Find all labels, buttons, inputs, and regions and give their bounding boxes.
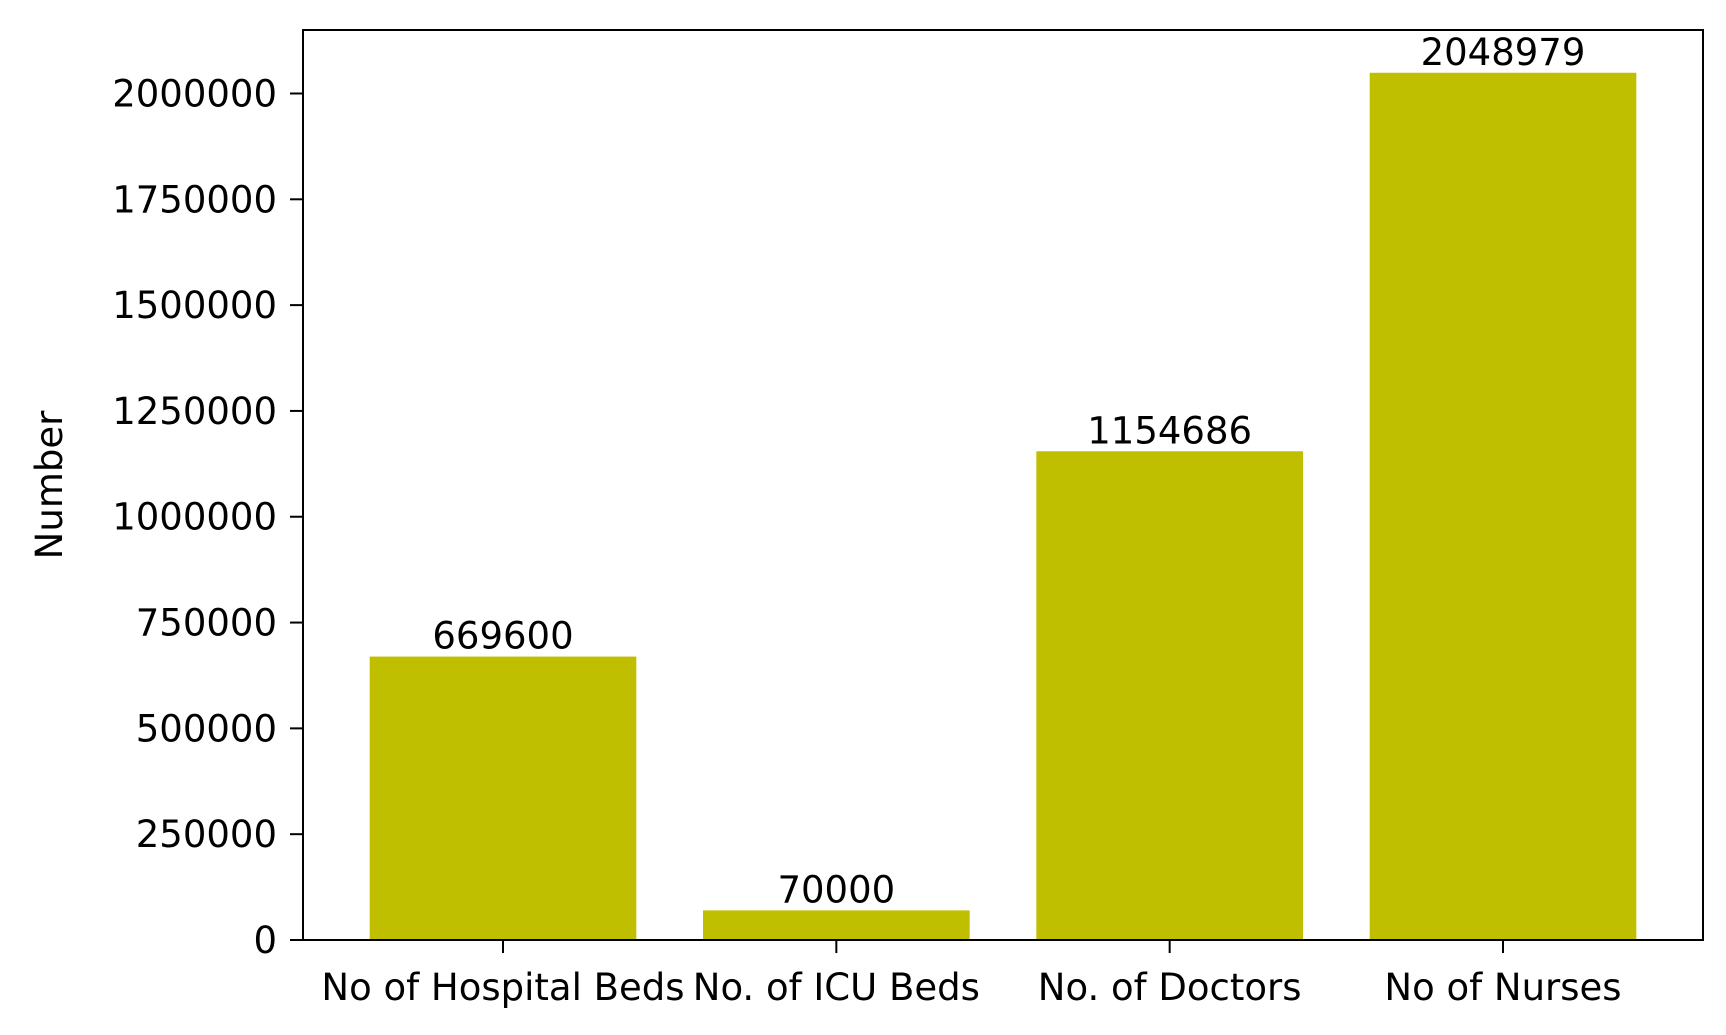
x-tick-label-3: No of Nurses — [1384, 966, 1621, 1009]
bar-value-label-1: 70000 — [777, 868, 895, 911]
bar-2 — [1036, 451, 1303, 940]
y-tick-label-3: 750000 — [136, 602, 277, 645]
bar-3 — [1369, 72, 1637, 940]
y-tick-label-1: 250000 — [136, 813, 277, 856]
bar-value-label-2: 1154686 — [1087, 409, 1252, 452]
y-tick-label-4: 1000000 — [112, 496, 277, 539]
bars-group — [369, 72, 1637, 940]
bar-0 — [369, 656, 637, 940]
y-axis-label: Number — [28, 410, 71, 559]
x-tick-label-1: No. of ICU Beds — [693, 966, 980, 1009]
y-axis: 0 250000 500000 750000 1000000 1250000 1500000… — [112, 72, 303, 962]
x-tick-label-0: No of Hospital Beds — [321, 966, 684, 1009]
y-tick-label-5: 1250000 — [112, 390, 277, 433]
x-axis: No of Hospital Beds No. of ICU Beds No. of… — [321, 940, 1622, 1009]
plot-frame — [302, 29, 1704, 941]
y-tick-label-8: 2000000 — [112, 72, 277, 115]
bar-value-label-0: 669600 — [432, 615, 573, 658]
y-tick-label-2: 500000 — [136, 707, 277, 750]
y-tick-label-6: 1500000 — [112, 284, 277, 327]
bar-labels-group: 669600 70000 1154686 2048979 — [432, 31, 1585, 912]
y-tick-label-7: 1750000 — [112, 178, 277, 221]
y-tick-label-0: 0 — [253, 919, 277, 962]
bar-1 — [703, 910, 970, 940]
x-tick-label-2: No. of Doctors — [1038, 966, 1302, 1009]
bar-value-label-3: 2048979 — [1421, 31, 1586, 74]
